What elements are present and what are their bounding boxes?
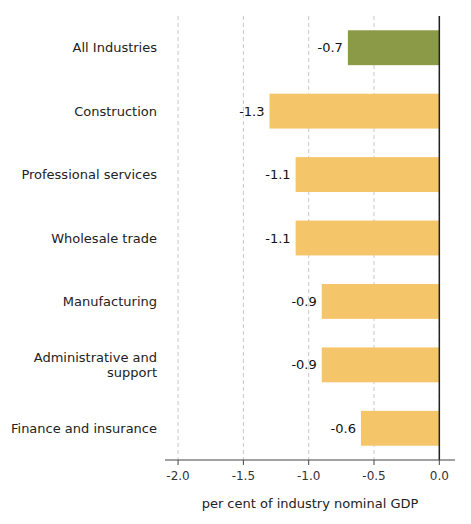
- tick-label: -2.0: [166, 469, 189, 483]
- data-label: -0.9: [291, 357, 316, 372]
- data-label: -0.6: [331, 421, 356, 436]
- data-label: -1.3: [239, 104, 264, 119]
- tick-mark: [439, 460, 440, 465]
- data-label: -1.1: [265, 231, 290, 246]
- y-axis: All Industries Construction Professional s…: [11, 40, 157, 436]
- chart-container: -2.0-1.5-1.0-0.50.0-0.7-1.3-1.1-1.1-0.9-…: [0, 0, 471, 524]
- bar: [296, 221, 440, 256]
- grid-line: [178, 16, 179, 460]
- data-label: -1.1: [265, 167, 290, 182]
- category-label: Administrative andsupport: [34, 350, 157, 380]
- category-label: Professional services: [21, 167, 157, 182]
- bars: [270, 30, 440, 445]
- category-label: Manufacturing: [63, 294, 157, 309]
- tick-label: -1.0: [297, 469, 320, 483]
- grid: [178, 16, 439, 460]
- data-labels: -0.7 -1.3 -1.1 -1.1 -0.9 -0.9 -0.6: [239, 40, 356, 436]
- bar: [270, 94, 440, 129]
- data-label: -0.9: [291, 294, 316, 309]
- tick-label: 0.0: [430, 469, 449, 483]
- tick-label: -1.5: [232, 469, 255, 483]
- grid-line: [439, 16, 440, 460]
- tick-mark: [308, 460, 309, 465]
- zero-line: [439, 16, 441, 460]
- grid-line: [243, 16, 244, 460]
- category-label: Wholesale trade: [51, 231, 157, 246]
- x-axis-line: [165, 460, 455, 461]
- tick-mark: [178, 460, 179, 465]
- bar: [296, 157, 440, 192]
- bar: [322, 347, 440, 382]
- category-label: All Industries: [73, 40, 158, 55]
- category-label: Construction: [74, 104, 157, 119]
- bar: [348, 30, 439, 65]
- tick-mark: [374, 460, 375, 465]
- x-axis: -2.0 -1.5 -1.0 -0.5 0.0: [166, 460, 449, 483]
- tick-mark: [243, 460, 244, 465]
- tick-label: -0.5: [362, 469, 385, 483]
- category-label: Finance and insurance: [11, 421, 157, 436]
- bar: [361, 411, 439, 446]
- chart-svg: -2.0-1.5-1.0-0.50.0-0.7-1.3-1.1-1.1-0.9-…: [0, 0, 471, 524]
- x-axis-title: per cent of industry nominal GDP: [202, 496, 419, 511]
- data-label: -0.7: [318, 40, 343, 55]
- bar: [322, 284, 440, 319]
